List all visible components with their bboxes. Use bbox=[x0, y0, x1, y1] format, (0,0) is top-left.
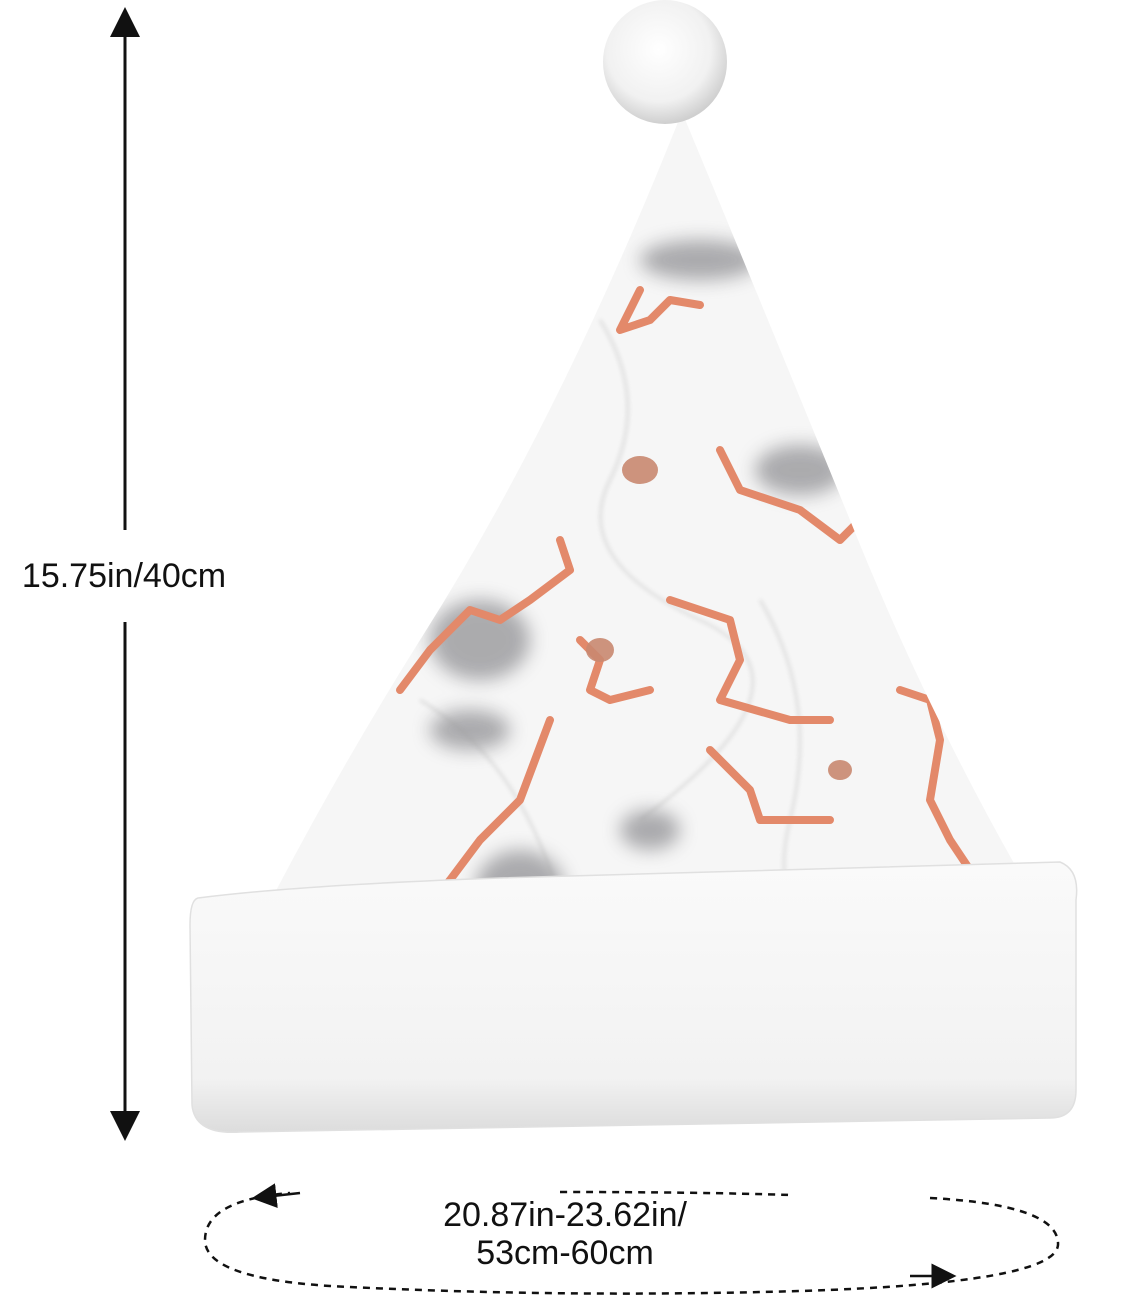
hat-brim bbox=[189, 861, 1078, 1134]
circumference-ellipse bbox=[203, 1190, 1060, 1295]
circumference-label: 53cm-60cm bbox=[476, 1234, 654, 1272]
circumference-label: 20.87in-23.62in/ bbox=[443, 1196, 687, 1234]
pompom bbox=[603, 0, 727, 124]
arrow-head bbox=[251, 1183, 301, 1209]
height-label: 15.75in/40cm bbox=[22, 557, 226, 595]
